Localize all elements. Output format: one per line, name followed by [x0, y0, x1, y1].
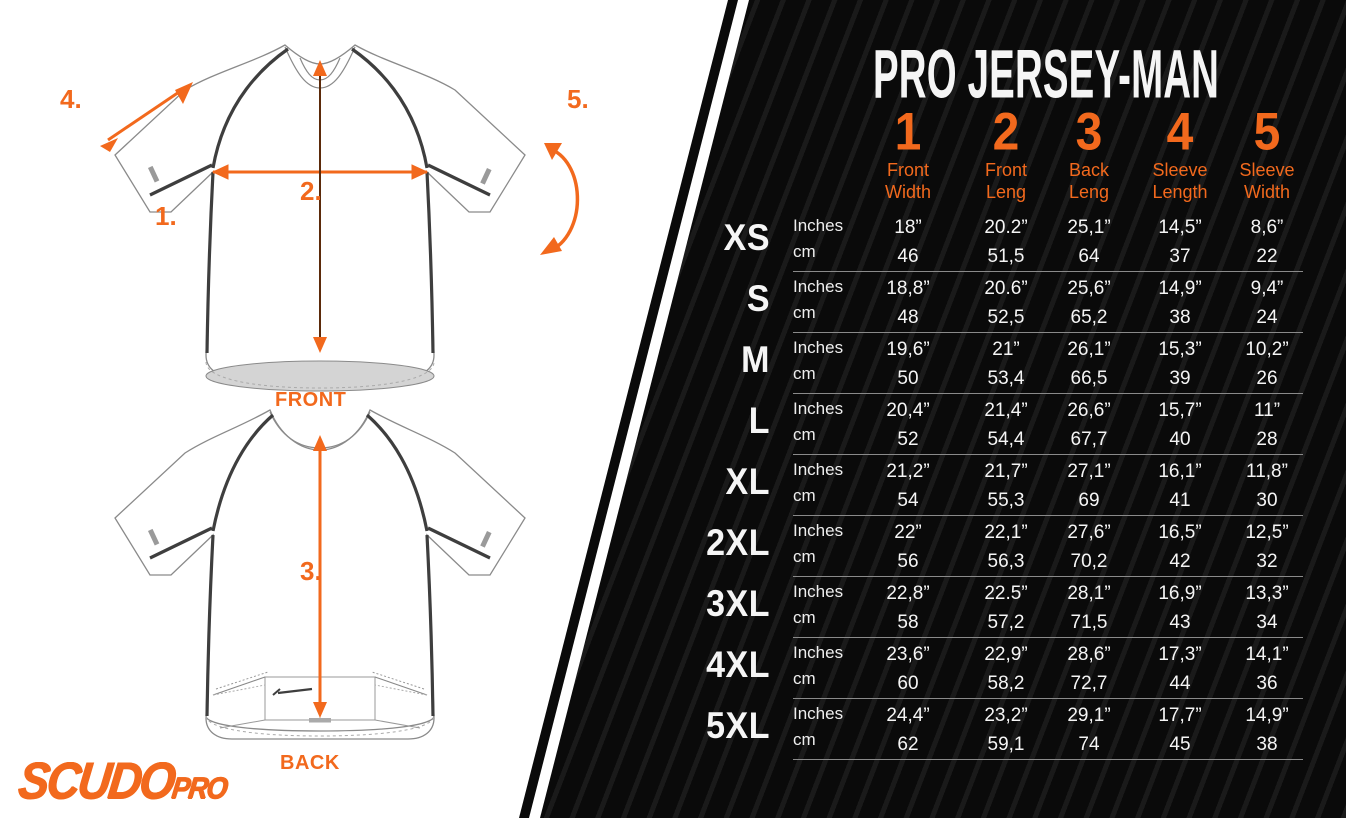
svg-text:4.: 4.: [60, 84, 82, 114]
svg-text:BACK: BACK: [280, 752, 340, 774]
svg-text:5.: 5.: [567, 84, 589, 114]
svg-text:3.: 3.: [300, 556, 322, 586]
svg-text:2.: 2.: [300, 176, 322, 206]
svg-text:1.: 1.: [155, 201, 177, 231]
